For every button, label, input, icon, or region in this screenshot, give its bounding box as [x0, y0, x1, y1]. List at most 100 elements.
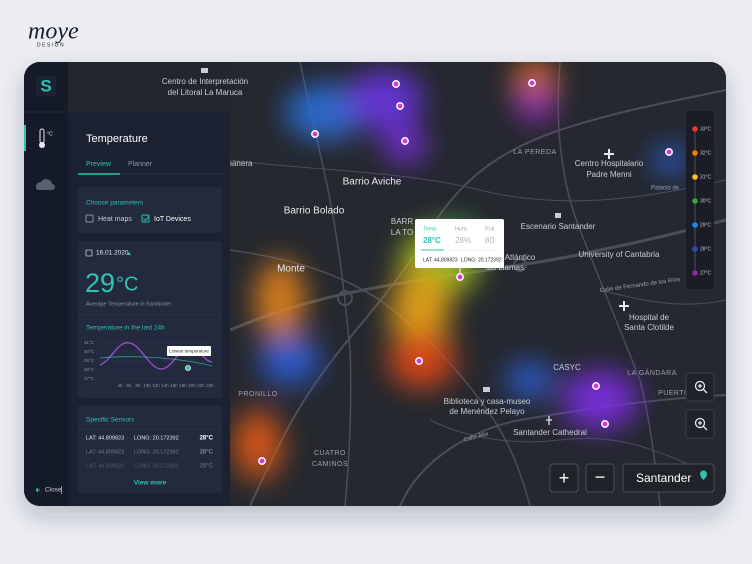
- tooltip-value: 80: [485, 236, 494, 245]
- mini-x-label: 4h: [117, 383, 123, 388]
- map-tooltip: Temp. Hum. Poll. 28°C 28% 80 LAT: 44.809…: [415, 219, 504, 274]
- tooltip-value: 28°C: [423, 236, 441, 245]
- mini-y-label: 31°C: [84, 340, 95, 345]
- map-label: PUERTO: [658, 390, 690, 397]
- map-label: Barrio Bolado: [284, 206, 345, 217]
- tooltip-head: Temp.: [423, 226, 438, 232]
- location-pin: [700, 470, 707, 480]
- legend-swatch: [692, 174, 698, 180]
- tooltip-head: Hum.: [455, 226, 469, 232]
- legend-swatch: [692, 246, 698, 252]
- legend-swatch: [692, 222, 698, 228]
- sensor-row[interactable]: LAT: 44.809823 LONG: 20.172392 28°C: [86, 449, 214, 455]
- zoom-tools: [685, 372, 715, 439]
- legend-items: 33°C 32°C 31°C 30°C 29°C 28°C 27°C: [692, 126, 712, 276]
- mini-x-label: 14h: [161, 383, 169, 388]
- mini-x-label: 20h: [188, 383, 196, 388]
- map-label: LA TO: [391, 228, 413, 237]
- tab[interactable]: Planner: [128, 161, 153, 168]
- sensor-dot[interactable]: [456, 273, 464, 281]
- sensor-dot[interactable]: [258, 457, 266, 465]
- legend-swatch: [692, 150, 698, 156]
- checkbox[interactable]: [85, 214, 94, 223]
- poi: [546, 416, 552, 425]
- sensor-dot[interactable]: [311, 130, 319, 138]
- mini-x-label: 10h: [143, 383, 151, 388]
- option-label: Heat maps: [98, 216, 132, 223]
- map-label: CAMINOS: [312, 461, 348, 468]
- card-title: Specific Sensors: [86, 417, 135, 424]
- sensor-temp: 28°C: [200, 464, 214, 470]
- poi: [619, 301, 629, 311]
- poi: [483, 387, 490, 392]
- sensor-temp: 28°C: [200, 450, 214, 456]
- sensor-dot[interactable]: [528, 79, 536, 87]
- map-label: Barrio Aviche: [343, 177, 402, 188]
- mini-x-label: 6h: [126, 383, 132, 388]
- map-label: de Menéndez Pelayo: [449, 407, 525, 416]
- map-label: Atlántico: [505, 253, 536, 262]
- mini-chart: 31°C 30°C 29°C 28°C 27°C 4h 6h 8h 10h 12h 14h 16h 18…: [84, 340, 214, 388]
- close-label[interactable]: Close: [45, 487, 62, 494]
- mini-y-label: 27°C: [84, 376, 95, 381]
- map-label: LA GÁNDARA: [627, 368, 677, 377]
- chart-tooltip-text: Lowest temperature: [169, 349, 209, 354]
- date[interactable]: 16.01.2020.: [96, 250, 131, 257]
- sensor-temp: 28°C: [200, 436, 214, 442]
- zoom-out-button[interactable]: [585, 463, 615, 493]
- mini-y-label: 28°C: [84, 367, 95, 372]
- map-label: CUATRO: [314, 450, 346, 457]
- map-label: University of Cantabria: [579, 250, 660, 259]
- sensor-dot[interactable]: [592, 382, 600, 390]
- checkbox[interactable]: [141, 214, 150, 223]
- location-box[interactable]: [622, 463, 715, 493]
- current-value: 29: [85, 268, 115, 298]
- legend-label: 29°C: [700, 222, 712, 228]
- sensor-row[interactable]: LAT: 44.809823 LONG: 20.172392 28°C: [86, 463, 214, 469]
- sensor-dot[interactable]: [392, 80, 400, 88]
- sensor-dot[interactable]: [665, 148, 673, 156]
- tooltip-head: Poll.: [485, 226, 496, 232]
- map-label: Biblioteca y casa-museo: [444, 397, 531, 406]
- map-label: del Litoral La Maruca: [168, 88, 243, 97]
- legend-label: 31°C: [700, 174, 712, 180]
- map-label: Escenario Santander: [521, 222, 596, 231]
- legend-label: 32°C: [700, 150, 712, 156]
- map-label: LA PEREDA: [513, 149, 556, 156]
- sensor-dot[interactable]: [601, 420, 609, 428]
- legend-swatch: [692, 270, 698, 276]
- zoom-in-button[interactable]: [549, 463, 579, 493]
- map-label: Padre Menni: [586, 170, 632, 179]
- view-more[interactable]: View more: [134, 480, 167, 487]
- mini-x-label: 24h: [206, 383, 214, 388]
- sensor-dot[interactable]: [401, 137, 409, 145]
- location-label: Santander: [636, 471, 691, 485]
- sensor-dot[interactable]: [396, 102, 404, 110]
- sensor-long: LONG: 20.172392: [134, 449, 179, 455]
- tooltip-value: 28%: [455, 236, 471, 245]
- poi: [604, 149, 614, 159]
- card-content: Centro de Interpretación del Litoral La …: [24, 62, 726, 506]
- map-label: PRONILLO: [238, 391, 277, 398]
- poi: [201, 68, 208, 73]
- sensor-row[interactable]: LAT: 44.809823 LONG: 20.172392 28°C: [86, 435, 214, 441]
- temperature-nav[interactable]: °C: [39, 128, 53, 148]
- map-label: Santander Cathedral: [513, 428, 587, 437]
- sensor-dot[interactable]: [415, 357, 423, 365]
- weather-nav[interactable]: [35, 179, 55, 191]
- map-icons: [201, 68, 629, 425]
- icon-rail: [24, 62, 68, 506]
- tooltip-long: LONG: 20.172392: [461, 257, 502, 263]
- legend-label: 33°C: [700, 126, 712, 132]
- logo-sub: DESIGN: [37, 42, 65, 48]
- poi: [555, 213, 561, 218]
- panel-title: Temperature: [86, 133, 148, 145]
- mini-y-label: 29°C: [84, 358, 95, 363]
- mini-x-label: 18h: [179, 383, 187, 388]
- legend-label: 30°C: [700, 198, 712, 204]
- sensor-long: LONG: 20.172392: [134, 463, 179, 469]
- chart-tooltip: [167, 346, 211, 356]
- tab[interactable]: Preview: [86, 161, 112, 168]
- mini-x-label: 8h: [135, 383, 141, 388]
